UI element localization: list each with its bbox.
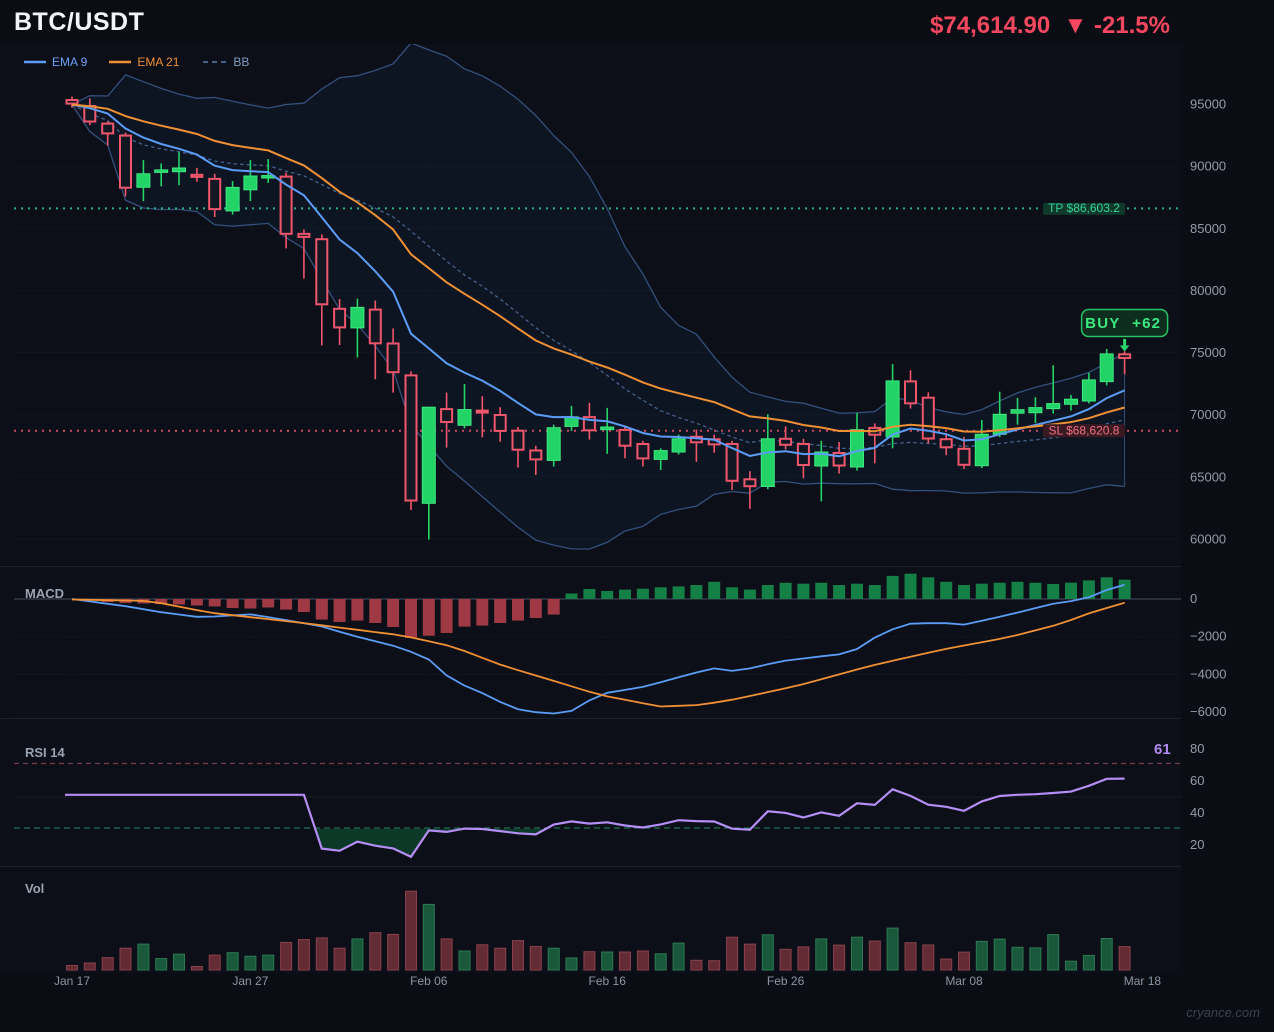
svg-text:75000: 75000 [1190,345,1226,360]
svg-text:Vol: Vol [25,881,44,896]
svg-text:Feb 16: Feb 16 [589,974,627,988]
svg-text:TP $86,603.2: TP $86,603.2 [1048,201,1120,215]
svg-text:+62: +62 [1132,315,1161,332]
svg-text:Mar 08: Mar 08 [945,974,983,988]
svg-text:−2000: −2000 [1190,629,1227,644]
svg-text:Jan 27: Jan 27 [232,974,268,988]
svg-text:65000: 65000 [1190,469,1226,484]
svg-text:cryance.com: cryance.com [1186,1005,1260,1020]
svg-text:RSI 14: RSI 14 [25,745,66,760]
svg-text:80000: 80000 [1190,283,1226,298]
svg-text:61: 61 [1154,741,1171,758]
svg-text:−4000: −4000 [1190,666,1227,681]
svg-text:70000: 70000 [1190,407,1226,422]
svg-text:80: 80 [1190,741,1204,756]
svg-text:0: 0 [1190,591,1197,606]
svg-text:60000: 60000 [1190,532,1226,547]
svg-text:90000: 90000 [1190,159,1226,174]
svg-text:60: 60 [1190,773,1204,788]
svg-text:Feb 06: Feb 06 [410,974,448,988]
svg-text:20: 20 [1190,837,1204,852]
svg-text:SL $68,620.8: SL $68,620.8 [1049,423,1120,437]
svg-text:40: 40 [1190,805,1204,820]
svg-text:Feb 26: Feb 26 [767,974,805,988]
svg-text:Jan 17: Jan 17 [54,974,90,988]
svg-text:BUY: BUY [1085,315,1120,332]
svg-text:95000: 95000 [1190,97,1226,112]
svg-text:−6000: −6000 [1190,704,1227,719]
svg-text:MACD: MACD [25,586,64,601]
svg-text:Mar 18: Mar 18 [1124,974,1162,988]
svg-text:85000: 85000 [1190,221,1226,236]
